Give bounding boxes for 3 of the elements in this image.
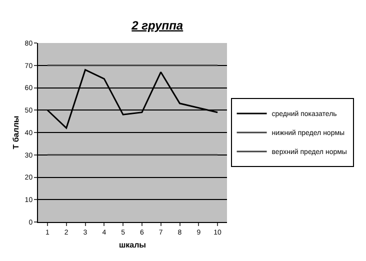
x-axis-title: шкалы bbox=[118, 240, 146, 250]
y-axis-title: Т баллы bbox=[12, 116, 21, 150]
chart-title: 2 группа bbox=[130, 18, 184, 32]
